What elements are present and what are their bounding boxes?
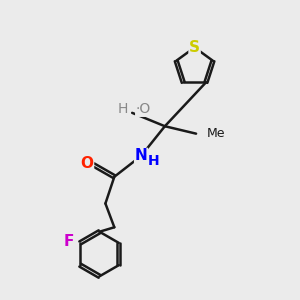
Text: H: H bbox=[118, 102, 128, 116]
Text: H: H bbox=[148, 154, 159, 168]
Text: O: O bbox=[80, 156, 94, 171]
Text: S: S bbox=[189, 40, 200, 55]
Text: Me: Me bbox=[206, 127, 225, 140]
Text: ·O: ·O bbox=[136, 102, 151, 116]
Text: F: F bbox=[64, 234, 74, 249]
Text: N: N bbox=[135, 148, 148, 164]
